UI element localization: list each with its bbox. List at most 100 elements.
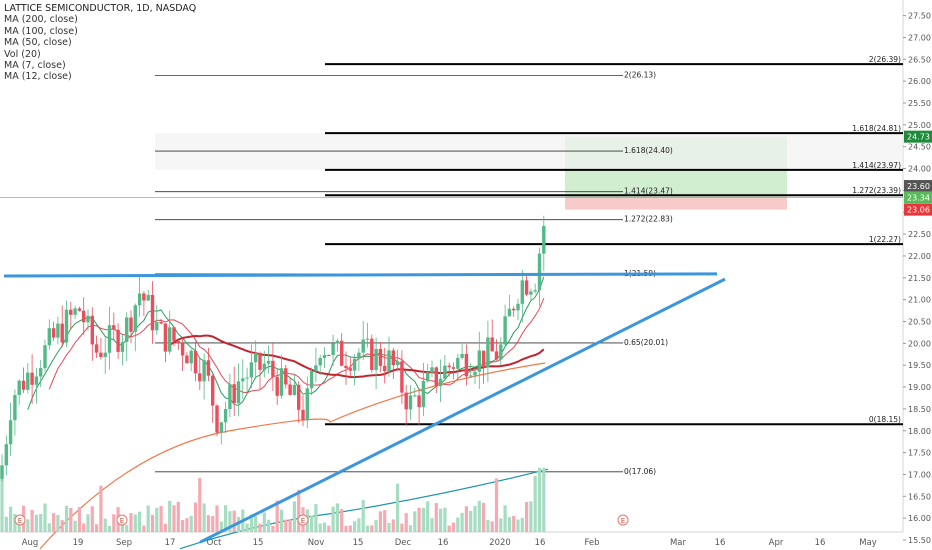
volume-bar bbox=[112, 514, 116, 532]
candle-body bbox=[189, 350, 193, 364]
candle-body bbox=[69, 309, 73, 315]
volume-bar bbox=[82, 523, 86, 532]
legend-title: LATTICE SEMICONDUCTOR, 1D, NASDAQ bbox=[4, 3, 197, 14]
time-tick-label: 16 bbox=[815, 538, 826, 548]
time-tick-label: Dec bbox=[395, 538, 412, 548]
price-label-badge bbox=[904, 203, 932, 216]
volume-bar bbox=[482, 502, 486, 532]
volume-bar bbox=[73, 520, 77, 532]
candle-body bbox=[0, 465, 4, 479]
volume-bar bbox=[267, 519, 271, 532]
volume-bar bbox=[60, 520, 64, 532]
candle-body bbox=[335, 340, 340, 344]
candle-body bbox=[236, 381, 241, 404]
time-tick-label: Mar bbox=[670, 538, 687, 548]
candle-body bbox=[288, 384, 292, 395]
volume-bar bbox=[404, 513, 408, 532]
volume-bar bbox=[77, 507, 81, 532]
candle-body bbox=[56, 323, 60, 338]
candle-body bbox=[469, 375, 473, 377]
candle-body bbox=[322, 355, 327, 358]
legend-ma100[interactable]: MA (100, close) bbox=[4, 25, 78, 37]
candle-body bbox=[318, 357, 322, 366]
candle-body bbox=[254, 352, 258, 363]
candle-body bbox=[374, 348, 378, 370]
volume-bar bbox=[408, 525, 413, 532]
price-tick-label: 16.00 bbox=[908, 514, 931, 523]
earnings-marker bbox=[14, 514, 26, 526]
volume-bar bbox=[26, 519, 30, 532]
candle-body bbox=[430, 367, 434, 373]
volume-bar bbox=[133, 514, 137, 532]
volume-bar bbox=[327, 525, 331, 532]
earnings-marker bbox=[297, 514, 309, 526]
volume-bar bbox=[107, 525, 112, 532]
candle-body bbox=[481, 350, 486, 368]
volume-bar bbox=[400, 523, 404, 532]
volume-bar bbox=[387, 522, 391, 532]
time-tick-label: 16 bbox=[715, 538, 726, 548]
price-tick-label: 25.00 bbox=[908, 121, 931, 130]
volume-bar bbox=[228, 511, 232, 532]
time-tick-label: 16 bbox=[535, 538, 546, 548]
candle-body bbox=[473, 371, 477, 376]
candle-body bbox=[77, 308, 82, 311]
price-tick-label: 20.00 bbox=[908, 339, 931, 348]
volume-bar bbox=[314, 504, 318, 532]
price-tick-label: 22.00 bbox=[908, 252, 931, 261]
volume-bar bbox=[460, 512, 464, 532]
volume-bar bbox=[331, 506, 335, 532]
volume-bar bbox=[391, 519, 395, 532]
volume-bar bbox=[499, 518, 503, 532]
candle-body bbox=[314, 365, 318, 371]
legend-ma200[interactable]: MA (200, close) bbox=[4, 14, 78, 26]
volume-bar bbox=[69, 507, 73, 532]
fib-level-label: 0.65(20.01) bbox=[624, 338, 668, 347]
volume-bar bbox=[198, 478, 202, 532]
ma200-line bbox=[179, 468, 549, 550]
volume-bar bbox=[533, 475, 537, 532]
price-tick-label: 19.50 bbox=[908, 361, 931, 370]
volume-bar bbox=[426, 501, 430, 532]
earnings-marker-label: E bbox=[120, 517, 124, 525]
candle-body bbox=[43, 345, 47, 369]
candle-body bbox=[516, 303, 520, 311]
price-tick-label: 22.50 bbox=[908, 230, 931, 239]
volume-bar bbox=[318, 523, 322, 532]
price-label-badge bbox=[904, 180, 932, 193]
legend-ma7[interactable]: MA (7, close) bbox=[4, 60, 66, 72]
candle-body bbox=[456, 357, 460, 369]
volume-bar bbox=[417, 507, 421, 532]
candle-body bbox=[150, 294, 155, 331]
time-tick-label: 15 bbox=[353, 538, 364, 548]
volume-bar bbox=[365, 525, 370, 532]
volume-bar bbox=[56, 515, 60, 532]
price-tick-label: 25.50 bbox=[908, 99, 931, 108]
fib-level-label: 2(26.39) bbox=[869, 55, 901, 64]
candle-body bbox=[258, 352, 262, 370]
candle-body bbox=[438, 378, 443, 387]
volume-bar bbox=[211, 516, 215, 532]
legend-ma12[interactable]: MA (12, close) bbox=[4, 71, 72, 83]
volume-bar bbox=[284, 519, 288, 532]
chart-legend: LATTICE SEMICONDUCTOR, 1D, NASDAQ MA (20… bbox=[4, 3, 196, 83]
price-label-badge bbox=[904, 191, 932, 204]
candle-body bbox=[116, 329, 120, 352]
fib-level-label: 0(17.06) bbox=[624, 467, 656, 476]
volume-bar bbox=[447, 525, 451, 532]
time-tick-label: 19 bbox=[73, 538, 84, 548]
candle-body bbox=[159, 322, 163, 324]
candle-body bbox=[142, 293, 146, 301]
volume-bar bbox=[150, 514, 155, 532]
legend-ma50[interactable]: MA (50, close) bbox=[4, 37, 72, 49]
volume-bar bbox=[512, 515, 516, 532]
candle-body bbox=[262, 363, 266, 370]
candle-body bbox=[211, 375, 215, 406]
volume-bar bbox=[224, 505, 228, 532]
fib-level-label: 1.414(23.97) bbox=[852, 161, 901, 170]
ma50-line bbox=[169, 334, 545, 379]
candle-body bbox=[193, 350, 198, 374]
legend-volume[interactable]: Vol (20) bbox=[4, 48, 41, 60]
volume-bar bbox=[30, 510, 34, 532]
